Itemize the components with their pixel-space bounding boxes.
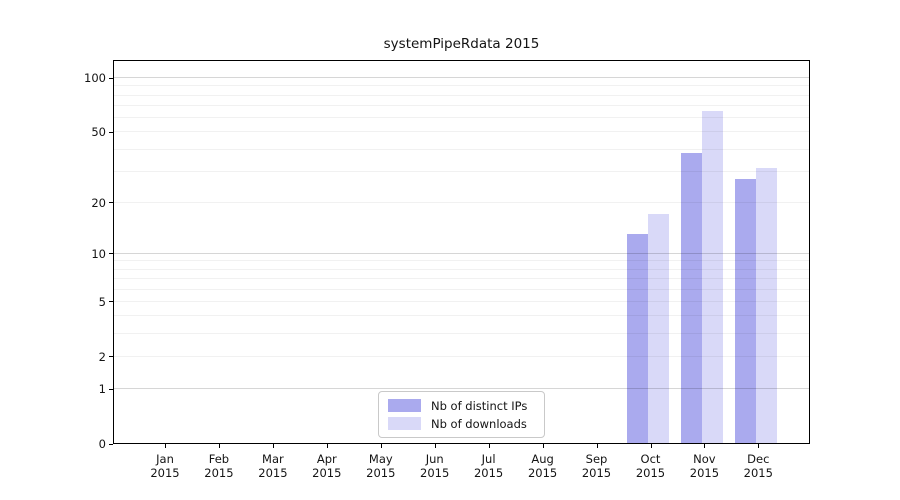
x-tick-mark <box>165 444 166 448</box>
x-tick-mark <box>704 444 706 448</box>
y-tick-mark <box>109 77 113 79</box>
legend-item-downloads: Nb of downloads <box>379 417 544 431</box>
x-tick-year: 2015 <box>635 466 666 480</box>
x-tick-label: Mar 2015 <box>245 452 301 480</box>
x-tick-year: 2015 <box>473 466 504 480</box>
legend-item-distinct-ips: Nb of distinct IPs <box>379 399 544 413</box>
bar-downloads-dec <box>756 168 778 443</box>
x-tick-month: Mar <box>262 452 284 466</box>
bar-distinct-ips-oct <box>627 233 649 443</box>
x-tick-month: Jun <box>425 452 444 466</box>
x-tick-month: Jul <box>481 452 496 466</box>
x-tick-month: Oct <box>640 452 661 466</box>
plot-area <box>113 60 810 444</box>
gridline-minor <box>114 105 809 106</box>
gridline-major <box>114 77 809 78</box>
gridline-minor <box>114 85 809 87</box>
bar-distinct-ips-nov <box>681 152 703 443</box>
y-tick-mark <box>109 131 113 133</box>
x-tick-year: 2015 <box>204 466 234 480</box>
y-tick-label: 50 <box>91 125 106 140</box>
y-tick-label: 100 <box>84 71 106 85</box>
x-tick-mark <box>650 444 652 448</box>
y-tick-label: 1 <box>98 382 106 396</box>
x-tick-month: Sep <box>585 452 608 466</box>
x-tick-year: 2015 <box>527 466 558 480</box>
x-tick-month: Jan <box>156 452 174 466</box>
legend-label-distinct-ips: Nb of distinct IPs <box>431 398 528 413</box>
y-tick-mark <box>109 301 113 303</box>
x-tick-mark <box>326 444 328 448</box>
x-tick-label: Dec 2015 <box>730 452 786 480</box>
x-tick-month: Nov <box>693 452 716 466</box>
y-tick-label: 0 <box>98 437 106 451</box>
x-tick-label: Oct 2015 <box>623 452 679 480</box>
x-tick-label: Apr 2015 <box>299 452 355 480</box>
x-tick-year: 2015 <box>312 466 342 480</box>
x-tick-label: Nov 2015 <box>676 452 732 480</box>
y-tick-label: 2 <box>98 349 106 364</box>
x-tick-label: Jan 2015 <box>137 452 193 480</box>
gridline-minor <box>114 94 809 96</box>
x-tick-mark <box>434 444 436 448</box>
y-tick-mark <box>109 388 113 390</box>
y-tick-label: 20 <box>91 195 106 210</box>
x-tick-month: Aug <box>531 452 554 466</box>
x-tick-year: 2015 <box>689 466 720 480</box>
x-tick-mark <box>542 444 544 448</box>
x-tick-year: 2015 <box>258 466 288 480</box>
x-tick-year: 2015 <box>581 466 612 480</box>
x-tick-label: May 2015 <box>353 452 409 480</box>
x-tick-mark <box>272 444 274 448</box>
x-tick-label: Aug 2015 <box>515 452 571 480</box>
x-tick-month: Feb <box>208 452 230 466</box>
legend: Nb of distinct IPs Nb of downloads <box>378 391 545 438</box>
y-tick-mark <box>109 202 113 204</box>
legend-swatch-downloads-icon <box>388 417 421 430</box>
x-tick-month: May <box>368 452 393 466</box>
x-tick-year: 2015 <box>150 466 180 480</box>
y-tick-mark <box>109 443 113 445</box>
x-tick-label: Jun 2015 <box>407 452 463 480</box>
x-tick-label: Jul 2015 <box>461 452 517 480</box>
x-tick-year: 2015 <box>366 466 396 480</box>
x-tick-mark <box>218 444 220 448</box>
bar-downloads-nov <box>702 110 724 443</box>
x-tick-month: Apr <box>316 452 337 466</box>
y-tick-label: 10 <box>91 246 106 261</box>
legend-swatch-distinct-ips-icon <box>388 399 421 412</box>
x-tick-label: Feb 2015 <box>191 452 247 480</box>
chart-title: systemPipeRdata 2015 <box>383 36 540 52</box>
y-tick-mark <box>109 253 113 255</box>
x-tick-label: Sep 2015 <box>569 452 625 480</box>
bar-downloads-oct <box>648 213 670 443</box>
x-tick-mark <box>380 444 382 448</box>
x-tick-year: 2015 <box>743 466 773 480</box>
bar-distinct-ips-dec <box>735 178 757 443</box>
legend-label-downloads: Nb of downloads <box>431 416 527 431</box>
x-tick-month: Dec <box>747 452 770 466</box>
x-tick-mark <box>488 444 490 448</box>
x-tick-mark <box>596 444 598 448</box>
x-tick-year: 2015 <box>420 466 450 480</box>
y-tick-mark <box>109 356 113 358</box>
x-tick-mark <box>758 444 760 448</box>
y-tick-label: 5 <box>98 294 106 309</box>
